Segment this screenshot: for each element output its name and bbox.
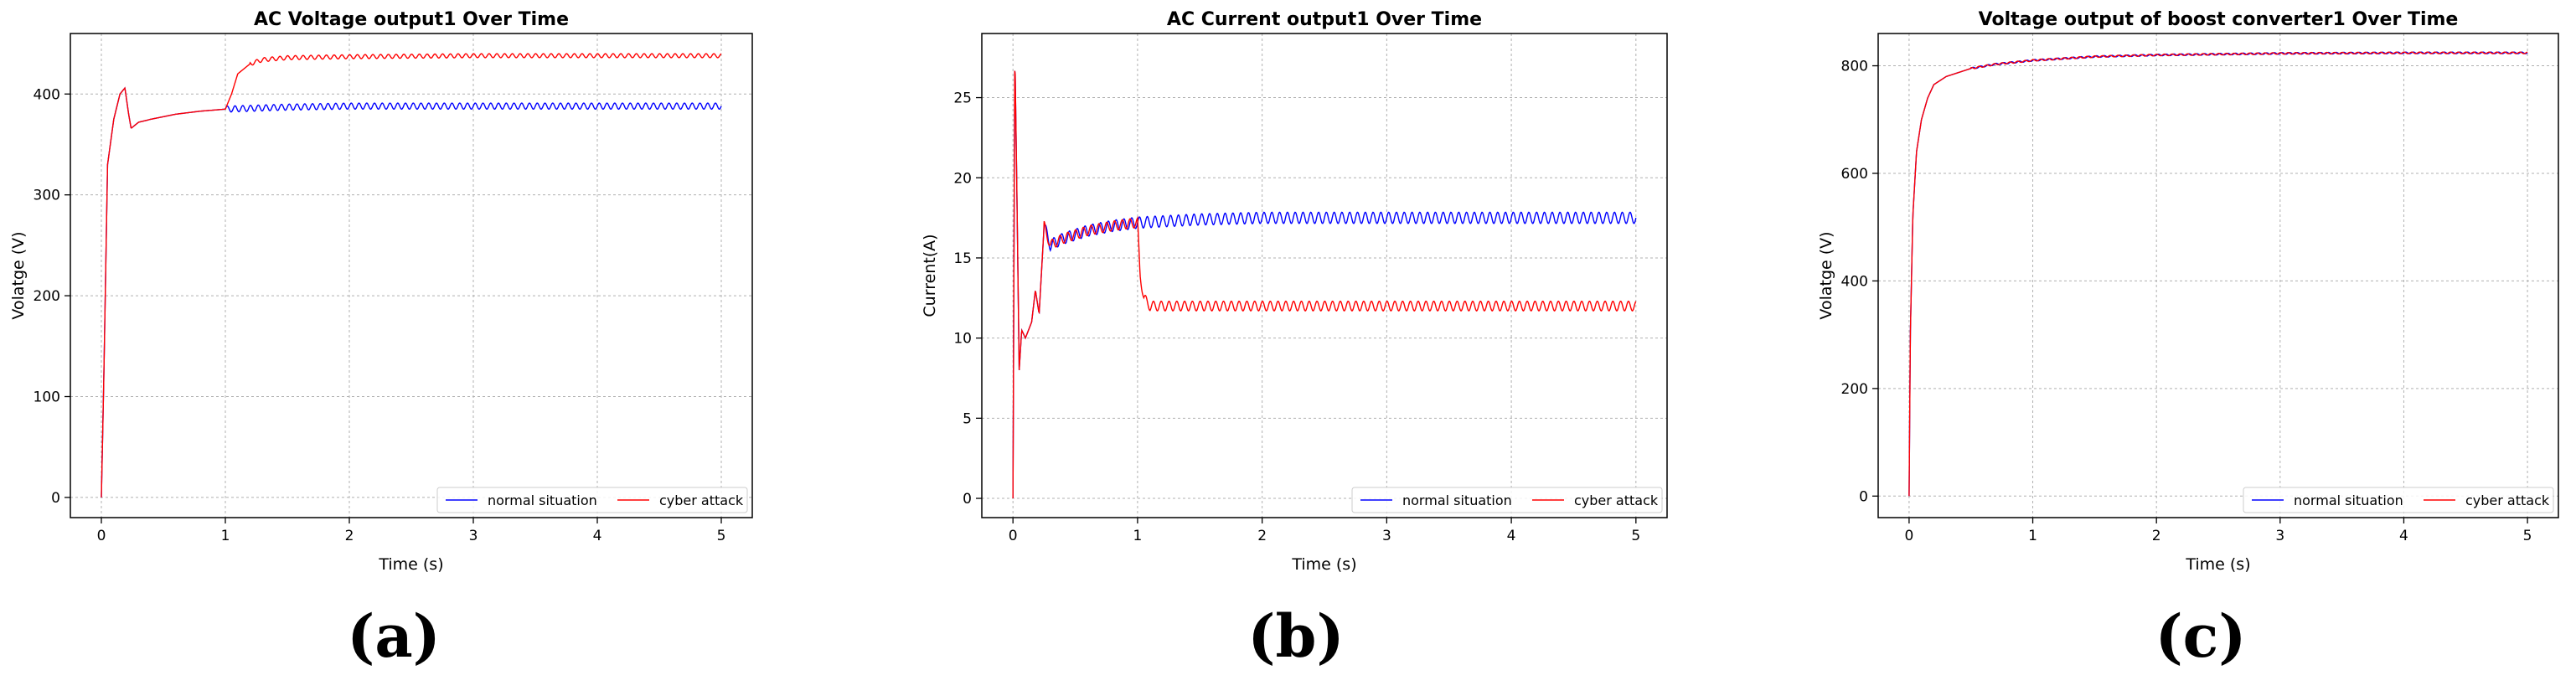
series-line bbox=[101, 53, 722, 498]
y-tick-label: 15 bbox=[953, 250, 972, 267]
chart-svg: 0 1 2 3 4 5 0 100 200 300 400 AC Voltage output1 Ov… bbox=[9, 9, 753, 574]
x-tick-label: 5 bbox=[717, 528, 726, 544]
x-tick-label: 0 bbox=[97, 528, 106, 544]
figure-panel-b: 0 1 2 3 4 5 0 5 10 15 20 25 AC Current output1 Over … bbox=[913, 0, 1751, 696]
x-tick-label: 3 bbox=[1382, 528, 1391, 544]
sub-label: (c) bbox=[2155, 601, 2247, 671]
y-tick-label: 400 bbox=[34, 86, 60, 103]
legend-box bbox=[2243, 487, 2554, 513]
y-tick-label: 200 bbox=[34, 288, 60, 305]
y-axis-label: Volatge (V) bbox=[1817, 231, 1835, 319]
series-line bbox=[1908, 51, 2528, 497]
axes-frame bbox=[1877, 33, 2559, 518]
x-axis-label: Time (s) bbox=[378, 555, 443, 574]
x-tick-label: 3 bbox=[2275, 528, 2284, 544]
y-tick-label: 25 bbox=[953, 90, 972, 107]
legend-label: normal situation bbox=[488, 492, 597, 508]
x-tick-label: 1 bbox=[221, 528, 230, 544]
legend-label: normal situation bbox=[1402, 492, 1512, 508]
x-tick-label: 4 bbox=[1507, 528, 1516, 544]
series-line bbox=[1012, 70, 1637, 499]
axes-frame bbox=[70, 33, 753, 518]
y-tick-label: 100 bbox=[34, 389, 60, 406]
x-axis-label: Time (s) bbox=[2185, 555, 2250, 574]
sub-label: (a) bbox=[347, 601, 441, 671]
legend: normal situation cyber attack bbox=[1351, 487, 1663, 513]
legend-box bbox=[1351, 487, 1663, 513]
legend-label: normal situation bbox=[2294, 492, 2403, 508]
chart-svg: 0 1 2 3 4 5 0 200 400 600 800 Voltage output of boo… bbox=[1817, 9, 2559, 574]
chart-svg: 0 1 2 3 4 5 0 5 10 15 20 25 AC Current output1 Over … bbox=[921, 9, 1668, 574]
legend: normal situation cyber attack bbox=[436, 487, 748, 513]
y-tick-label: 20 bbox=[953, 170, 972, 187]
legend-label: cyber attack bbox=[659, 492, 744, 508]
y-tick-label: 600 bbox=[1841, 166, 1868, 183]
legend: normal situation cyber attack bbox=[2243, 487, 2554, 513]
x-tick-label: 1 bbox=[1133, 528, 1142, 544]
legend-label: cyber attack bbox=[2465, 492, 2550, 508]
x-tick-label: 4 bbox=[593, 528, 602, 544]
figure-panel-a: 0 1 2 3 4 5 0 100 200 300 400 AC Voltage output1 Ov… bbox=[0, 0, 838, 696]
chart-title: Voltage output of boost converter1 Over … bbox=[1979, 9, 2459, 30]
axes-frame bbox=[981, 33, 1668, 518]
figure-panel-c: 0 1 2 3 4 5 0 200 400 600 800 Voltage output of boo… bbox=[1817, 0, 2576, 696]
x-tick-label: 2 bbox=[1257, 528, 1267, 544]
y-tick-label: 0 bbox=[963, 491, 972, 508]
chart-title: AC Voltage output1 Over Time bbox=[254, 9, 569, 30]
x-tick-label: 5 bbox=[2523, 528, 2532, 544]
y-tick-label: 0 bbox=[51, 490, 60, 507]
legend-box bbox=[436, 487, 748, 513]
y-tick-label: 800 bbox=[1841, 59, 1868, 75]
y-tick-label: 0 bbox=[1859, 488, 1868, 505]
y-tick-label: 400 bbox=[1841, 273, 1868, 290]
series-line bbox=[1012, 70, 1637, 499]
x-tick-label: 5 bbox=[1631, 528, 1640, 544]
x-tick-label: 2 bbox=[345, 528, 354, 544]
x-tick-label: 1 bbox=[2028, 528, 2037, 544]
series-line bbox=[101, 86, 722, 498]
y-axis-label: Volatge (V) bbox=[9, 231, 28, 319]
x-tick-label: 0 bbox=[1904, 528, 1913, 544]
x-tick-label: 4 bbox=[2399, 528, 2408, 544]
x-tick-label: 3 bbox=[469, 528, 478, 544]
chart-title: AC Current output1 Over Time bbox=[1167, 9, 1482, 30]
series-line bbox=[1908, 51, 2528, 497]
x-tick-label: 0 bbox=[1009, 528, 1018, 544]
x-axis-label: Time (s) bbox=[1291, 555, 1356, 574]
x-tick-label: 2 bbox=[2152, 528, 2161, 544]
legend-label: cyber attack bbox=[1574, 492, 1659, 508]
y-tick-label: 200 bbox=[1841, 381, 1868, 398]
sub-label: (b) bbox=[1247, 601, 1345, 671]
y-tick-label: 300 bbox=[34, 188, 60, 204]
y-axis-label: Current(A) bbox=[921, 234, 939, 317]
y-tick-label: 5 bbox=[963, 410, 972, 427]
y-tick-label: 10 bbox=[953, 331, 972, 348]
